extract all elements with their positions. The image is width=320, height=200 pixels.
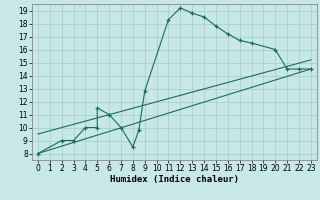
- X-axis label: Humidex (Indice chaleur): Humidex (Indice chaleur): [110, 175, 239, 184]
